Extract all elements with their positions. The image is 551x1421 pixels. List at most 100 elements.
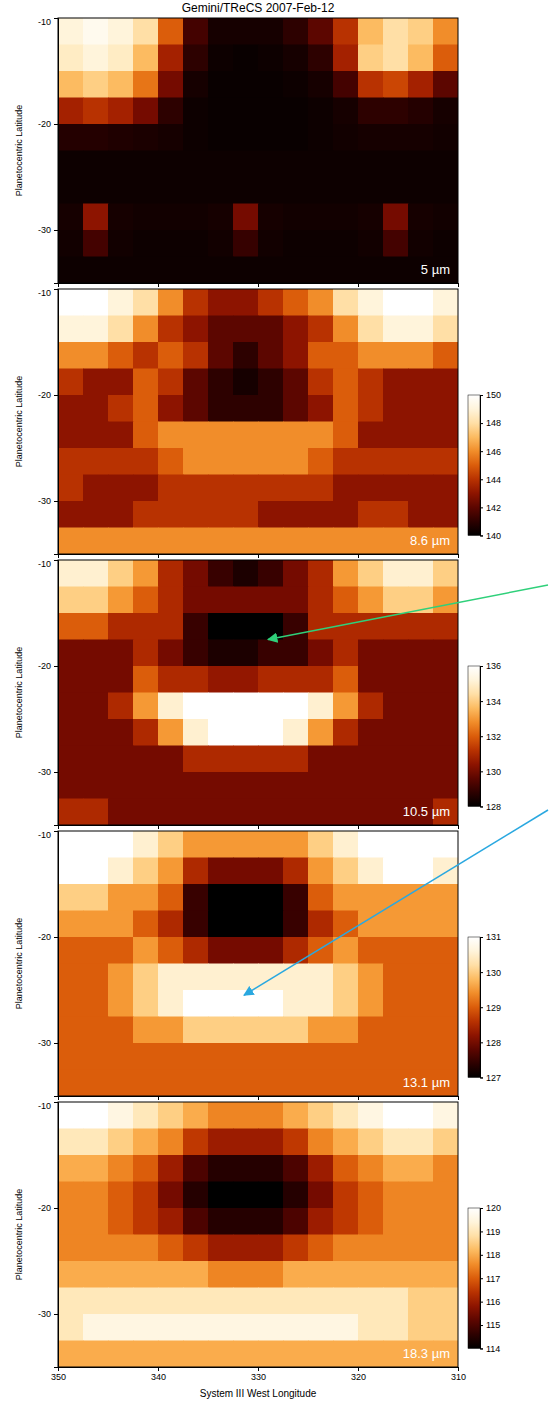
heatmap-cell bbox=[158, 560, 184, 587]
heatmap-cell bbox=[58, 937, 84, 964]
heatmap-cell bbox=[108, 1102, 134, 1129]
heatmap-cell bbox=[358, 18, 384, 45]
heatmap-cell bbox=[158, 937, 184, 964]
heatmap-cell bbox=[133, 1288, 159, 1315]
heatmap-cell bbox=[158, 230, 184, 257]
heatmap-cell bbox=[133, 831, 159, 858]
tick-label: -20 bbox=[38, 119, 51, 129]
tick: -20 bbox=[38, 661, 58, 671]
heatmap-cell bbox=[158, 1288, 184, 1315]
heatmap-cell bbox=[383, 448, 409, 475]
heatmap-cell bbox=[433, 1155, 458, 1182]
heatmap-cell bbox=[408, 937, 434, 964]
heatmap-cell bbox=[358, 257, 384, 284]
heatmap-cell bbox=[83, 937, 109, 964]
heatmap-cell bbox=[83, 1182, 109, 1209]
tick: -10 bbox=[38, 17, 58, 27]
heatmap-cell bbox=[158, 316, 184, 343]
heatmap-cell bbox=[283, 45, 309, 72]
heatmap-cell bbox=[333, 772, 359, 799]
tick bbox=[58, 554, 59, 558]
heatmap-cell bbox=[208, 257, 234, 284]
heatmap-cell bbox=[108, 18, 134, 45]
heatmap-cell bbox=[383, 1102, 409, 1129]
heatmap-cell bbox=[233, 71, 259, 98]
heatmap-cell bbox=[158, 177, 184, 204]
tick-mark bbox=[480, 701, 483, 702]
heatmap-cell bbox=[308, 151, 334, 178]
heatmap-cell bbox=[408, 369, 434, 396]
tick-mark bbox=[480, 1231, 483, 1232]
heatmap-cell bbox=[358, 230, 384, 257]
heatmap-cell bbox=[258, 964, 284, 991]
tick-mark bbox=[54, 289, 58, 290]
tick bbox=[458, 825, 459, 829]
tick-mark bbox=[358, 825, 359, 829]
heatmap-cell bbox=[433, 666, 458, 693]
heatmap-cell bbox=[283, 911, 309, 938]
tick-mark bbox=[480, 972, 483, 973]
heatmap-cell bbox=[383, 475, 409, 502]
heatmap-cell bbox=[83, 693, 109, 720]
heatmap-cell bbox=[308, 746, 334, 773]
tick-label: 115 bbox=[486, 1320, 500, 1330]
heatmap-cell bbox=[383, 1129, 409, 1156]
heatmap-cell bbox=[183, 18, 209, 45]
heatmap-cell bbox=[208, 395, 234, 422]
heatmap-cell bbox=[158, 1102, 184, 1129]
heatmap-cell bbox=[433, 1102, 458, 1129]
heatmap-cell bbox=[308, 772, 334, 799]
tick-label: 320 bbox=[351, 1372, 366, 1382]
heatmap-cell bbox=[258, 1155, 284, 1182]
heatmap-cell bbox=[358, 937, 384, 964]
heatmap-cell bbox=[383, 990, 409, 1017]
heatmap-cell bbox=[158, 448, 184, 475]
heatmap-cell bbox=[258, 448, 284, 475]
tick: 140 bbox=[480, 531, 501, 541]
heatmap-cell bbox=[233, 772, 259, 799]
panel-label: 10.5 µm bbox=[403, 804, 450, 819]
heatmap-cell bbox=[83, 230, 109, 257]
heatmap-cell bbox=[358, 1235, 384, 1262]
heatmap-cell bbox=[83, 1043, 109, 1070]
heatmap-cell bbox=[83, 911, 109, 938]
heatmap-cell bbox=[133, 71, 159, 98]
heatmap-cell bbox=[308, 640, 334, 667]
heatmap-cell bbox=[283, 1208, 309, 1235]
heatmap-cell bbox=[108, 395, 134, 422]
heatmap-cell bbox=[258, 18, 284, 45]
heatmap-cell bbox=[83, 1261, 109, 1288]
heatmap-cell bbox=[83, 98, 109, 125]
tick-mark bbox=[54, 1102, 58, 1103]
heatmap-cell bbox=[108, 289, 134, 316]
tick-mark bbox=[458, 825, 459, 829]
tick-mark bbox=[480, 451, 483, 452]
heatmap-cell bbox=[208, 177, 234, 204]
tick bbox=[158, 825, 159, 829]
tick: 127 bbox=[480, 1073, 501, 1083]
tick-label: 132 bbox=[486, 732, 501, 742]
heatmap-cell bbox=[233, 858, 259, 885]
tick-label: -10 bbox=[38, 1101, 51, 1111]
heatmap-cell bbox=[308, 124, 334, 151]
heatmap-cell bbox=[258, 831, 284, 858]
tick-mark bbox=[58, 554, 59, 558]
heatmap-cell bbox=[433, 884, 458, 911]
heatmap-cell bbox=[233, 560, 259, 587]
heatmap-cell bbox=[283, 587, 309, 614]
heatmap-cell bbox=[383, 560, 409, 587]
heatmap-cell bbox=[408, 422, 434, 449]
heatmap-cell bbox=[58, 799, 84, 826]
heatmap-cell bbox=[83, 369, 109, 396]
heatmap-cell bbox=[283, 1288, 309, 1315]
heatmap-cell bbox=[358, 45, 384, 72]
tick: 114 bbox=[480, 1344, 500, 1354]
heatmap-cell bbox=[108, 342, 134, 369]
heatmap-cell bbox=[433, 342, 458, 369]
heatmap-cell bbox=[333, 1043, 359, 1070]
heatmap-cell bbox=[58, 395, 84, 422]
heatmap-cell bbox=[208, 799, 234, 826]
heatmap-cell bbox=[183, 911, 209, 938]
heatmap-cell bbox=[358, 98, 384, 125]
axis-title: Planetocentric Latitude bbox=[14, 918, 24, 1010]
